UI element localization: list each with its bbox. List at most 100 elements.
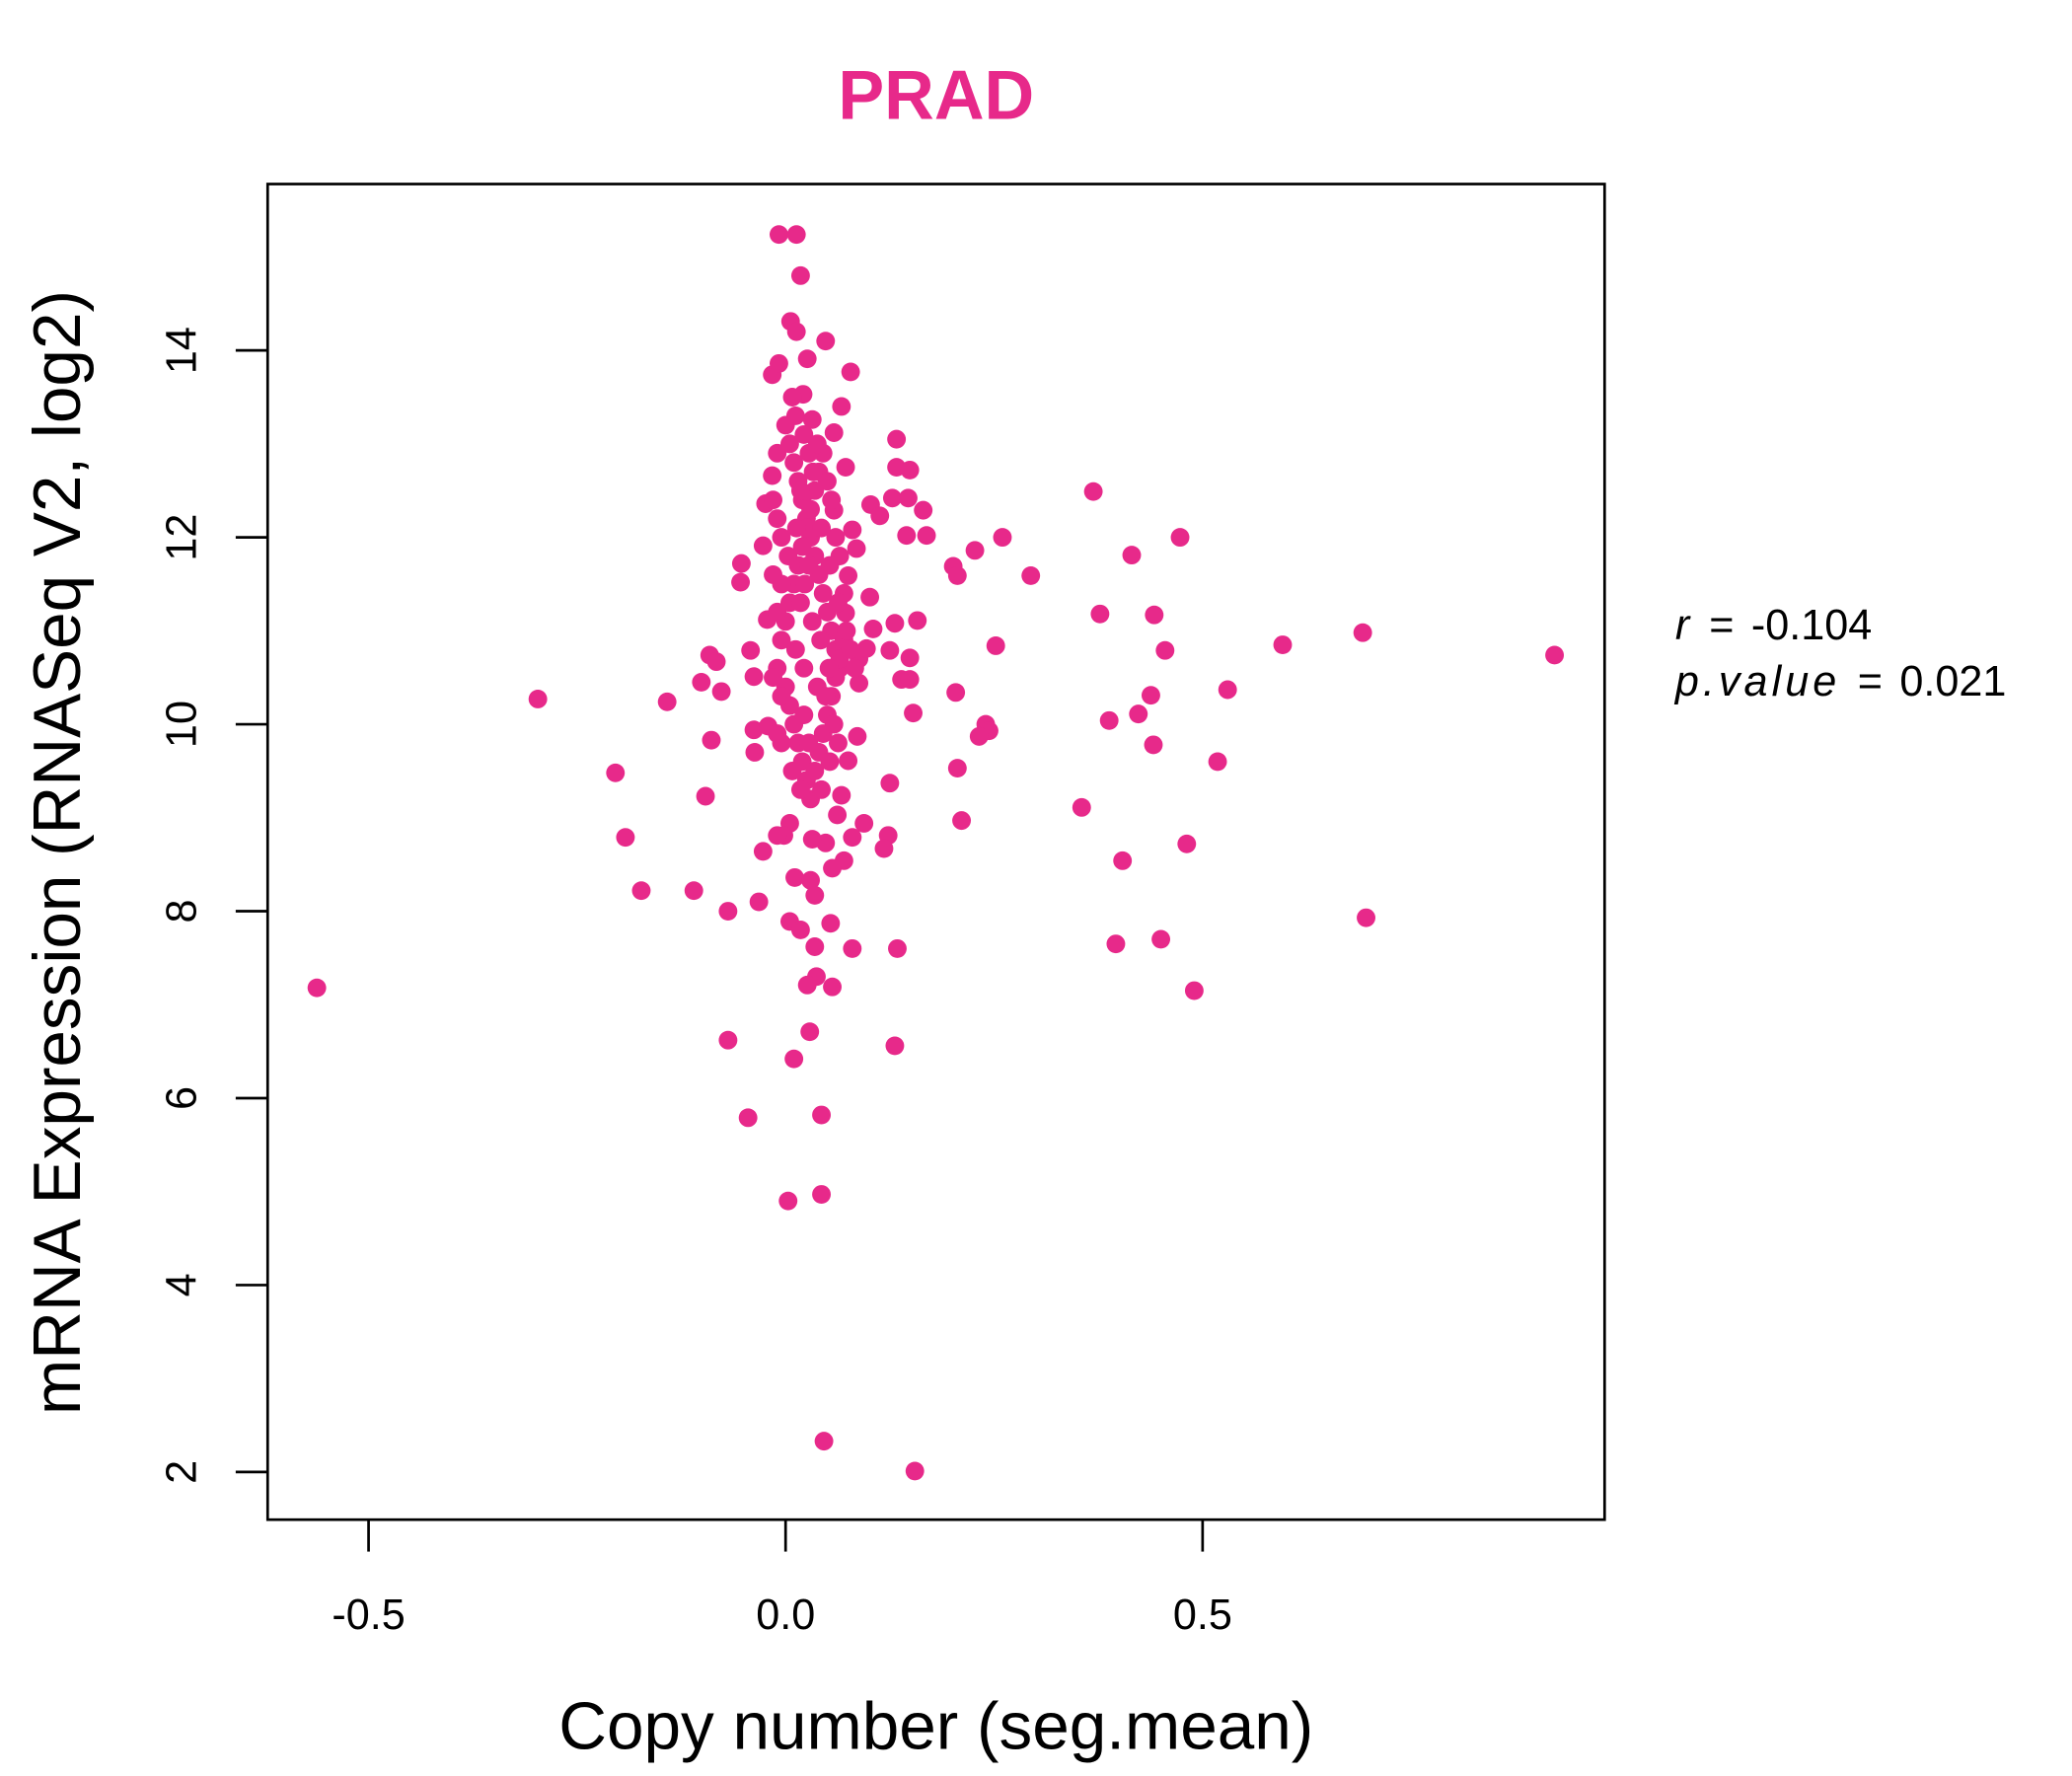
data-point xyxy=(952,811,972,831)
data-point xyxy=(772,528,791,548)
data-point xyxy=(843,938,862,958)
data-point xyxy=(814,1432,834,1451)
y-tick-label: 10 xyxy=(158,701,205,748)
data-point xyxy=(824,714,844,734)
data-point xyxy=(807,434,827,454)
data-point xyxy=(786,225,806,245)
data-point xyxy=(616,828,635,848)
data-point xyxy=(790,593,810,613)
data-point xyxy=(843,520,862,540)
data-point xyxy=(826,528,846,548)
data-point xyxy=(768,509,787,529)
data-point xyxy=(1090,604,1110,624)
data-point xyxy=(837,621,856,640)
data-point xyxy=(801,499,821,519)
data-point xyxy=(1218,680,1237,700)
data-point xyxy=(900,648,920,668)
data-point xyxy=(764,565,782,584)
data-point xyxy=(782,761,802,780)
data-point xyxy=(657,692,677,711)
data-point xyxy=(843,828,862,848)
data-point xyxy=(823,977,842,997)
data-point xyxy=(885,1036,905,1056)
svg-text:r = -0.104: r = -0.104 xyxy=(1675,602,1873,649)
data-point xyxy=(986,636,1005,655)
data-point xyxy=(856,638,876,658)
data-point xyxy=(802,409,822,429)
data-point xyxy=(706,652,726,672)
data-point xyxy=(1106,934,1126,954)
data-point xyxy=(790,921,810,939)
data-point xyxy=(1208,752,1227,772)
data-point xyxy=(786,322,806,341)
data-point xyxy=(829,593,848,613)
data-point xyxy=(802,830,822,850)
p-value: 0.021 xyxy=(1899,658,2006,705)
data-point xyxy=(812,1105,831,1125)
data-point xyxy=(874,839,894,858)
data-point xyxy=(946,683,966,703)
data-point xyxy=(741,640,761,660)
data-point xyxy=(870,506,890,526)
data-point xyxy=(1021,565,1041,585)
data-point xyxy=(832,397,851,416)
y-axis-label: mRNA Expression (RNASeq V2, log2) xyxy=(21,290,95,1415)
data-point xyxy=(1072,797,1091,817)
data-point xyxy=(772,630,791,650)
data-point xyxy=(850,673,869,693)
data-point xyxy=(1273,635,1293,654)
data-point xyxy=(764,490,782,510)
data-point xyxy=(790,481,810,500)
data-point xyxy=(820,555,840,575)
data-point xyxy=(816,332,836,351)
data-point xyxy=(900,670,920,690)
y-tick-label: 6 xyxy=(158,1086,205,1110)
data-point xyxy=(1129,704,1148,724)
data-point xyxy=(692,672,711,692)
data-point xyxy=(753,536,773,555)
data-point xyxy=(813,583,833,603)
data-point xyxy=(768,826,787,846)
data-point xyxy=(824,423,844,442)
data-point xyxy=(860,587,880,607)
data-point xyxy=(794,658,814,678)
data-point xyxy=(839,751,858,771)
data-point xyxy=(904,703,923,723)
data-point xyxy=(905,1461,925,1481)
data-point xyxy=(829,733,848,753)
data-point xyxy=(839,565,858,585)
data-point xyxy=(822,490,842,510)
data-point xyxy=(847,539,866,558)
data-point xyxy=(969,726,989,746)
data-point xyxy=(744,667,764,687)
data-point xyxy=(812,518,831,538)
data-point xyxy=(753,842,773,861)
data-point xyxy=(885,614,905,633)
data-point xyxy=(947,759,967,778)
data-point xyxy=(799,555,819,575)
data-point xyxy=(832,785,851,805)
data-point xyxy=(772,687,791,706)
data-point xyxy=(797,975,817,995)
data-point xyxy=(820,752,840,772)
data-point xyxy=(800,1022,820,1042)
data-point xyxy=(528,690,548,708)
data-point xyxy=(785,867,804,887)
data-point xyxy=(764,668,782,688)
data-point xyxy=(917,526,936,546)
data-point xyxy=(744,720,764,740)
data-point xyxy=(900,460,920,480)
data-point xyxy=(828,805,848,825)
data-point xyxy=(812,779,831,799)
y-axis: 2 4 6 8 10 12 14 xyxy=(158,327,268,1484)
data-point xyxy=(882,488,902,508)
data-point xyxy=(790,779,810,799)
data-point xyxy=(1099,710,1119,730)
data-point xyxy=(606,763,626,782)
data-point xyxy=(790,265,810,285)
data-point xyxy=(947,565,967,585)
r-value: -0.104 xyxy=(1751,602,1872,649)
data-point xyxy=(1357,908,1375,927)
data-point xyxy=(769,225,788,245)
data-point xyxy=(718,1030,738,1050)
